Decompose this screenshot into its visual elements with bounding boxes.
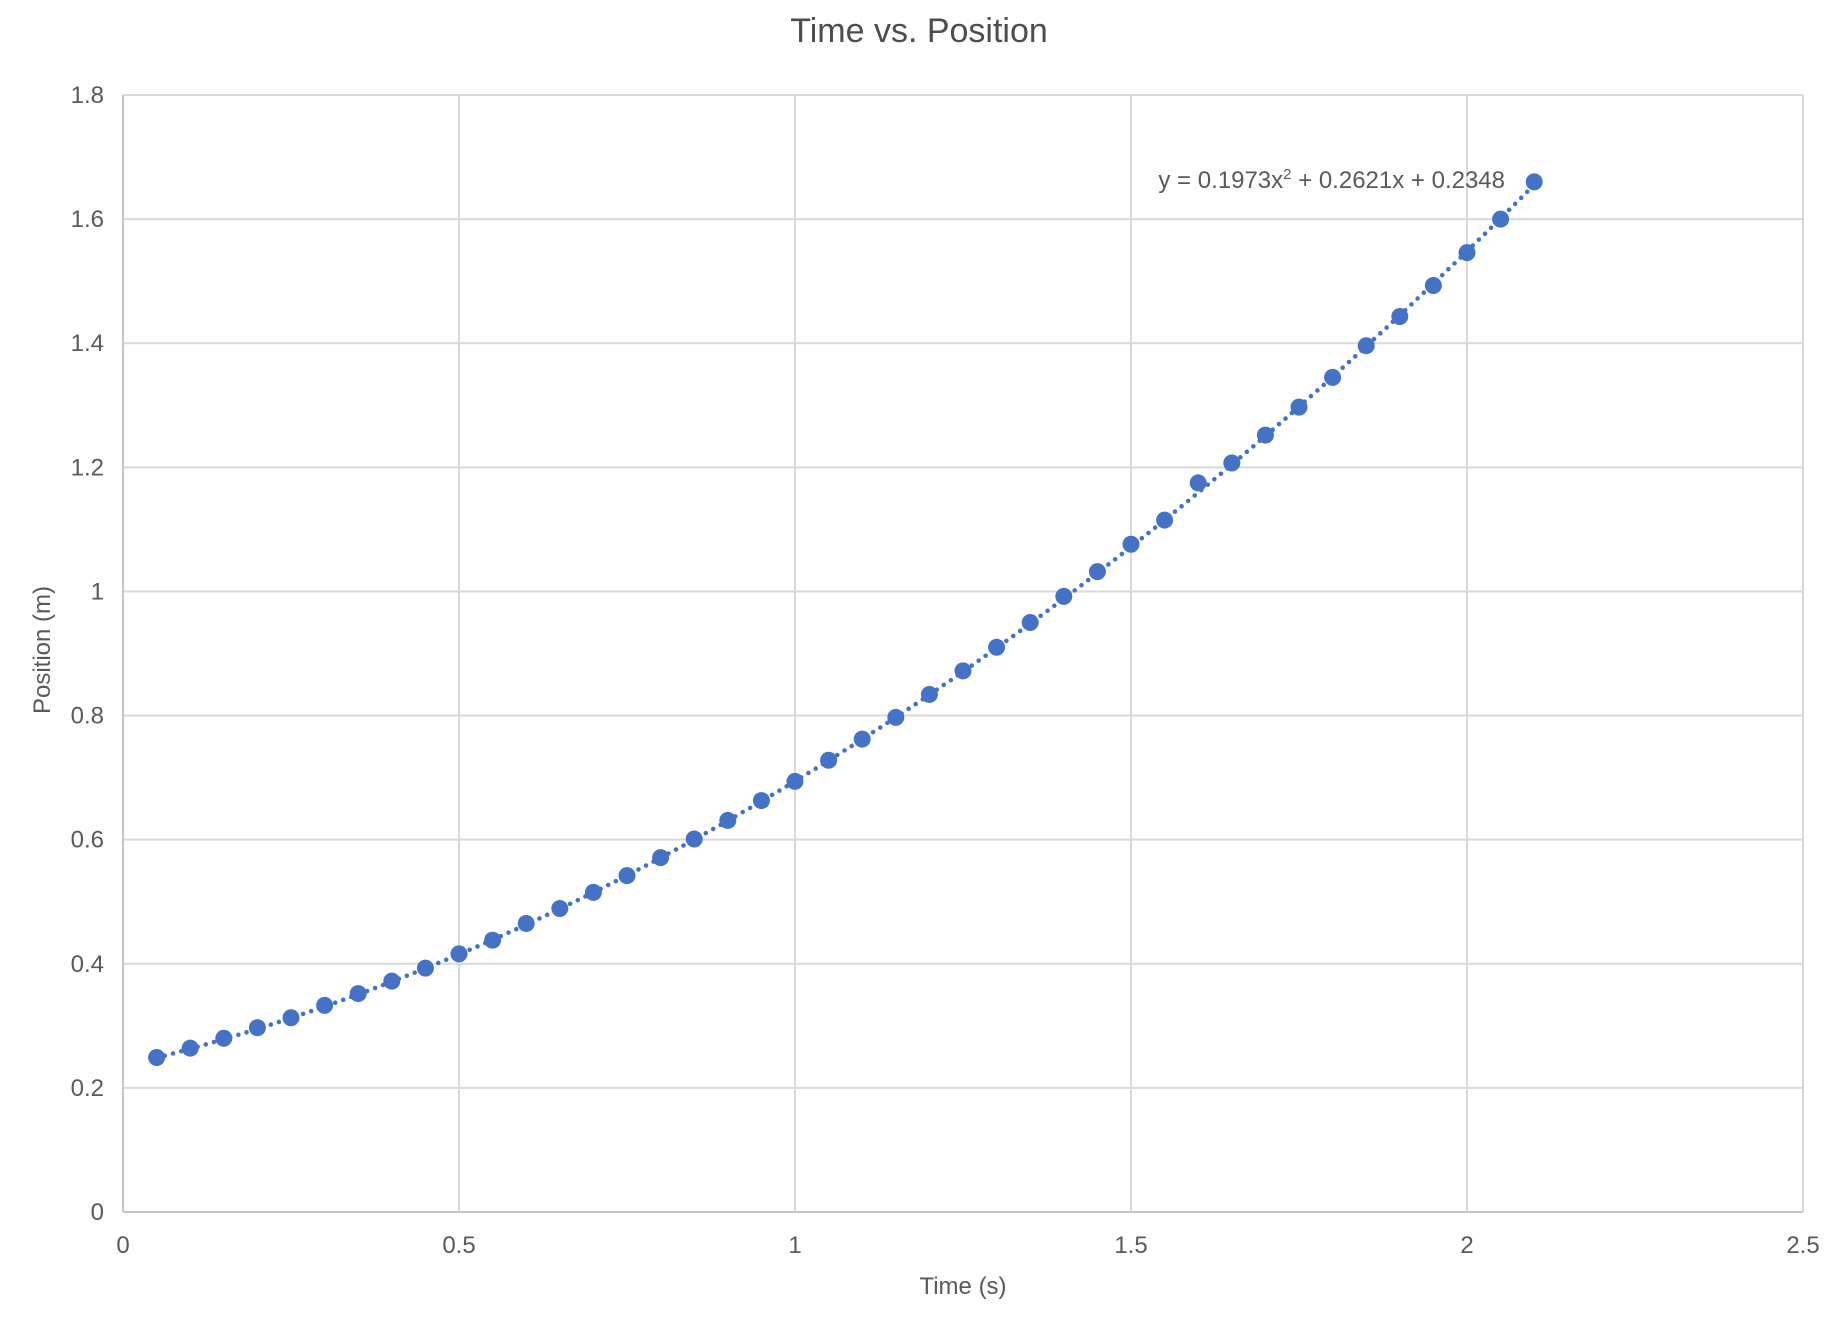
data-point xyxy=(1223,454,1241,472)
data-point xyxy=(887,708,905,726)
data-point xyxy=(484,931,502,949)
data-point xyxy=(1424,277,1442,295)
data-point xyxy=(618,867,636,885)
data-point xyxy=(954,662,972,680)
data-point xyxy=(282,1009,300,1027)
data-point xyxy=(551,900,569,918)
data-point xyxy=(1458,244,1476,262)
y-tick-label: 0.6 xyxy=(71,827,104,854)
y-tick-label: 1.6 xyxy=(71,206,104,233)
y-tick-label: 0.2 xyxy=(71,1075,104,1102)
data-point xyxy=(1290,398,1308,416)
data-point xyxy=(1021,613,1039,631)
data-point xyxy=(719,811,737,829)
equation-text-tail: + 0.2621x + 0.2348 xyxy=(1291,167,1505,194)
x-tick-label: 1 xyxy=(788,1232,801,1259)
x-axis-title: Time (s) xyxy=(919,1273,1007,1300)
x-tick-label: 1.5 xyxy=(1114,1232,1147,1259)
chart-title: Time vs. Position xyxy=(790,12,1048,50)
x-tick-label: 2 xyxy=(1460,1232,1473,1259)
y-tick-label: 0.8 xyxy=(71,703,104,730)
x-tick-label: 0 xyxy=(116,1232,129,1259)
data-point xyxy=(820,751,838,769)
data-point xyxy=(1156,511,1174,529)
data-point xyxy=(752,792,770,810)
data-point xyxy=(988,638,1006,656)
data-point xyxy=(349,985,367,1003)
data-point xyxy=(383,972,401,990)
y-tick-label: 1 xyxy=(91,578,104,605)
data-point xyxy=(1324,368,1342,386)
data-point xyxy=(652,849,670,867)
data-point xyxy=(1189,474,1207,492)
data-point xyxy=(1122,535,1140,553)
data-point xyxy=(248,1019,266,1037)
data-point xyxy=(1088,563,1106,581)
equation-text: y = 0.1973x xyxy=(1158,167,1284,194)
y-axis-title: Position (m) xyxy=(29,585,56,715)
y-tick-label: 1.2 xyxy=(71,454,104,481)
data-point xyxy=(316,996,334,1014)
data-point xyxy=(584,883,602,901)
y-tick-label: 1.8 xyxy=(71,82,104,109)
data-point xyxy=(215,1029,233,1047)
data-point xyxy=(1492,210,1510,228)
y-tick-label: 0 xyxy=(91,1199,104,1226)
x-tick-label: 0.5 xyxy=(442,1232,475,1259)
data-point xyxy=(1256,426,1274,444)
equation-superscript: 2 xyxy=(1283,166,1292,183)
trendline xyxy=(154,182,1537,1061)
data-point xyxy=(416,959,434,977)
y-tick-label: 1.4 xyxy=(71,330,104,357)
data-point xyxy=(450,945,468,963)
trendline-equation-label: y = 0.1973x2 + 0.2621x + 0.2348 xyxy=(1158,161,1505,195)
data-point xyxy=(148,1048,166,1066)
data-point xyxy=(517,914,535,932)
data-point xyxy=(1357,337,1375,355)
data-point xyxy=(786,772,804,790)
data-point xyxy=(181,1039,199,1057)
data-point xyxy=(1391,308,1409,326)
data-point xyxy=(1055,587,1073,605)
data-point xyxy=(853,730,871,748)
x-tick-label: 2.5 xyxy=(1786,1232,1819,1259)
data-point xyxy=(1525,173,1543,191)
data-point xyxy=(685,830,703,848)
y-tick-label: 0.4 xyxy=(71,951,104,978)
data-point xyxy=(920,685,938,703)
